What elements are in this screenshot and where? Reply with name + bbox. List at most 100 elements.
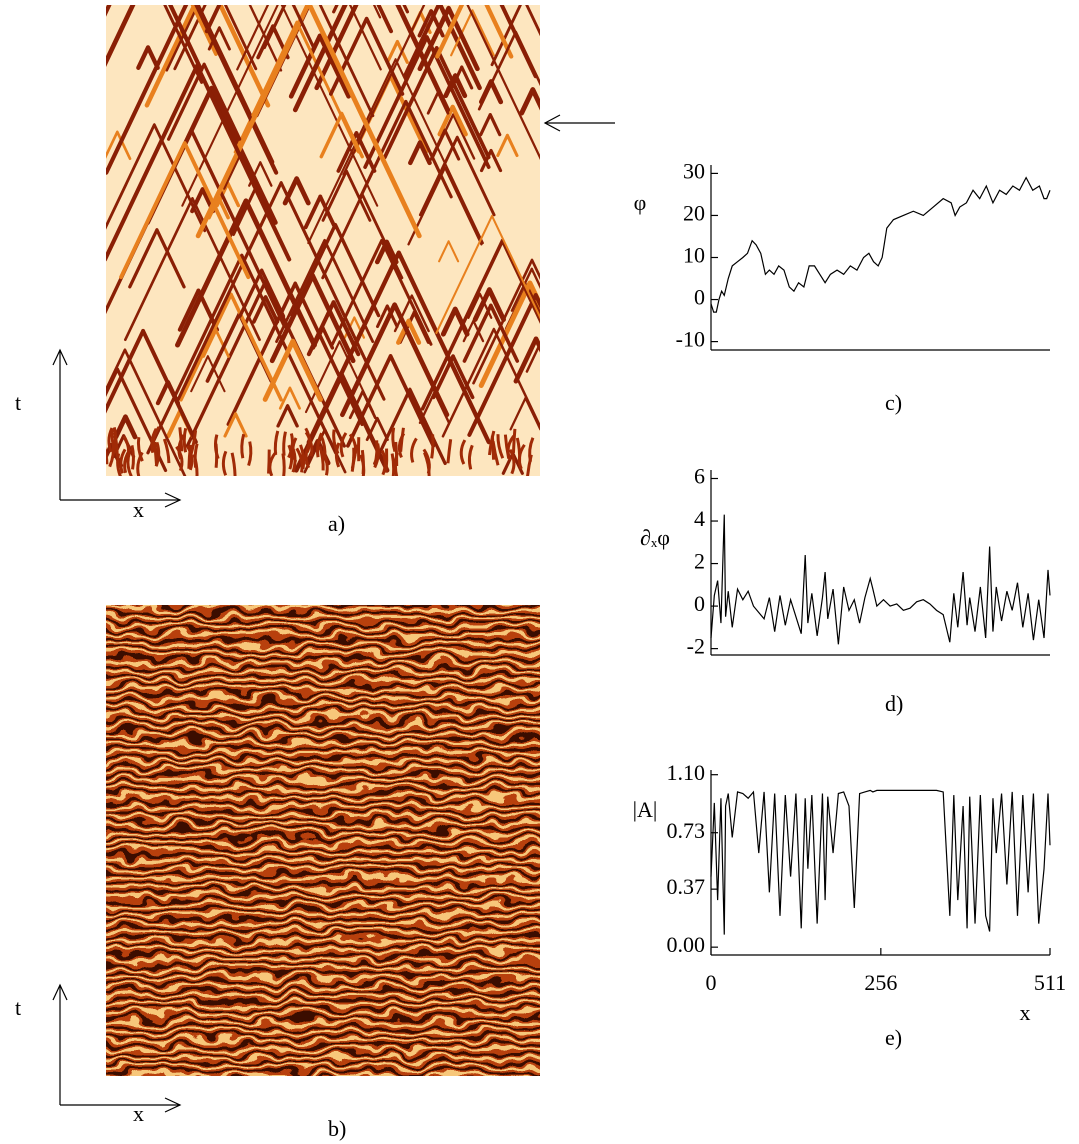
branch-pattern xyxy=(268,450,278,476)
branch-pattern xyxy=(510,267,540,312)
branch-pattern xyxy=(443,73,468,99)
y-tick-label: 1.10 xyxy=(667,760,706,785)
y-tick-label: 6 xyxy=(694,464,705,489)
x-label: x xyxy=(133,497,144,522)
branch-pattern xyxy=(178,427,184,452)
branch-pattern xyxy=(506,435,515,461)
branch-pattern xyxy=(281,453,286,476)
branch-pattern xyxy=(182,427,188,453)
branch-pattern xyxy=(276,404,299,428)
branch-pattern xyxy=(287,444,294,470)
branch-pattern xyxy=(517,443,526,470)
branch-pattern xyxy=(122,435,131,461)
branch-pattern xyxy=(282,431,287,456)
branch-pattern xyxy=(435,214,540,334)
branch-pattern xyxy=(467,292,493,319)
branch-pattern xyxy=(430,434,435,459)
branch-pattern xyxy=(440,306,470,337)
branch-pattern xyxy=(136,436,144,462)
branch-pattern xyxy=(365,416,389,442)
branch-pattern xyxy=(291,437,298,463)
branch-pattern xyxy=(479,148,503,173)
branch-pattern xyxy=(119,141,251,280)
branch-pattern xyxy=(340,302,450,418)
branch-pattern xyxy=(418,135,496,217)
branch-pattern xyxy=(223,412,248,438)
branch-pattern xyxy=(307,58,484,245)
y-tick-label: 0.37 xyxy=(667,874,706,899)
branch-pattern xyxy=(420,238,540,411)
branch-pattern xyxy=(429,128,461,161)
branch-pattern xyxy=(187,444,193,469)
branch-pattern xyxy=(396,318,422,345)
branch-pattern xyxy=(278,386,301,410)
branch-pattern xyxy=(166,62,242,141)
branch-pattern xyxy=(123,447,132,474)
branch-pattern xyxy=(119,448,127,474)
branch-pattern xyxy=(106,5,204,72)
branch-pattern xyxy=(390,453,396,476)
x-tick-label: 256 xyxy=(864,970,897,995)
branch-pattern xyxy=(410,437,418,463)
branch-pattern xyxy=(394,441,399,467)
panel-label: a) xyxy=(328,511,345,536)
branch-pattern xyxy=(221,450,228,476)
branch-pattern xyxy=(128,228,186,289)
branch-pattern xyxy=(488,430,496,456)
branch-pattern xyxy=(315,432,323,458)
y-tick-label: 20 xyxy=(683,201,705,226)
branch-pattern xyxy=(130,445,135,470)
branch-pattern xyxy=(150,428,158,454)
x-axis-label: x xyxy=(1020,1000,1031,1025)
x-tick-label: 0 xyxy=(706,970,717,995)
branch-pattern xyxy=(304,427,311,453)
branch-pattern xyxy=(373,387,447,466)
branch-pattern xyxy=(435,5,514,59)
branch-pattern xyxy=(162,438,171,464)
branch-pattern xyxy=(173,5,258,71)
branch-pattern xyxy=(490,5,540,67)
branch-pattern xyxy=(267,449,271,474)
panel-label: b) xyxy=(328,1116,346,1141)
branch-pattern xyxy=(350,444,359,469)
branch-pattern xyxy=(525,344,540,373)
branch-pattern xyxy=(177,434,185,460)
branch-pattern xyxy=(438,240,460,263)
y-tick-label: 4 xyxy=(694,506,705,531)
spacetime-plot-a xyxy=(106,5,540,476)
branch-pattern xyxy=(202,328,230,358)
branch-pattern xyxy=(519,87,540,116)
branch-pattern xyxy=(508,448,516,475)
branch-pattern xyxy=(334,442,341,468)
branch-pattern xyxy=(467,293,540,437)
panel-label: d) xyxy=(885,691,903,716)
branch-pattern xyxy=(238,268,286,318)
data-line xyxy=(710,514,1051,645)
branch-pattern xyxy=(186,445,194,471)
data-line xyxy=(710,789,1051,935)
y-tick-label: -2 xyxy=(687,634,705,659)
branch-pattern xyxy=(391,427,397,453)
t-label: t xyxy=(15,995,21,1020)
y-axis-label: ∂ₓφ xyxy=(640,525,670,550)
branch-pattern xyxy=(190,5,218,56)
branch-pattern xyxy=(299,444,306,470)
axes-arrows-b xyxy=(52,983,182,1113)
panel-label: c) xyxy=(885,390,902,415)
branch-pattern xyxy=(462,303,520,363)
branch-pattern xyxy=(106,447,109,465)
x-label: x xyxy=(133,1101,144,1126)
branch-pattern xyxy=(262,338,323,402)
branch-pattern xyxy=(292,5,451,113)
branch-pattern xyxy=(422,448,431,474)
y-tick-label: 0 xyxy=(694,591,705,616)
branch-pattern xyxy=(113,414,138,440)
branch-pattern xyxy=(108,442,116,468)
y-tick-label: 2 xyxy=(694,549,705,574)
branch-pattern xyxy=(195,5,422,239)
branch-pattern xyxy=(526,454,533,476)
branch-pattern xyxy=(384,448,389,473)
branch-pattern xyxy=(106,63,292,262)
branch-pattern xyxy=(479,113,502,137)
